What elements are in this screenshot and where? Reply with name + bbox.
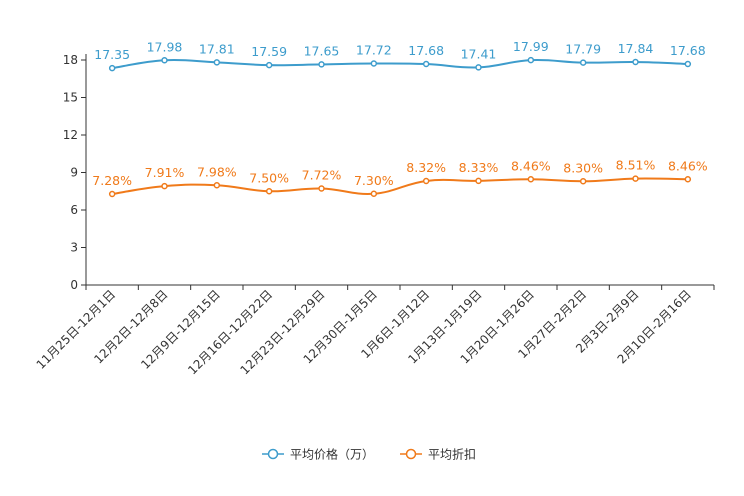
y-tick-label: 15 [63,91,78,105]
data-point [370,190,378,197]
data-point [579,178,587,185]
y-tick-label: 0 [70,278,78,292]
data-point [265,61,273,69]
data-label: 17.68 [670,43,706,58]
data-point [318,185,325,192]
data-label: 17.65 [304,43,340,58]
data-point [684,176,692,183]
legend-label: 平均折扣 [428,447,476,462]
data-label: 7.91% [145,165,185,180]
y-tick-label: 18 [63,53,78,67]
series-avg-discount: 7.28% 7.91% 7.98% 7.50% 7.72% 7.30% 8.32% 8.33%… [92,158,708,198]
data-label: 17.41 [461,46,497,61]
data-point [632,58,639,66]
data-label: 7.72% [302,168,342,183]
data-label: 8.32% [406,160,446,175]
data-label: 17.79 [565,42,601,57]
legend-item-avg-discount[interactable]: 平均折扣 [400,447,476,462]
y-tick-label: 6 [70,203,78,217]
data-label: 8.51% [616,158,656,173]
data-point [527,176,535,183]
data-label: 17.68 [408,43,444,58]
series-layer: 17.35 17.98 17.81 17.59 17.65 17.72 17.68 17.41… [92,39,708,198]
data-label: 17.35 [94,47,130,62]
data-label: 17.59 [251,44,287,59]
data-point [265,188,273,195]
data-label: 7.30% [354,173,394,188]
data-label: 8.30% [563,160,603,175]
y-tick-label: 9 [70,166,78,180]
legend-label: 平均价格（万） [290,447,374,462]
data-label: 17.72 [356,43,392,58]
series-line [112,58,688,70]
series-avg-price: 17.35 17.98 17.81 17.59 17.65 17.72 17.68 17.41… [94,39,706,72]
data-point [527,56,535,64]
data-point [422,60,430,68]
data-point [370,60,378,67]
data-label: 17.81 [199,41,235,56]
data-label: 17.99 [513,39,549,54]
data-point [161,57,168,64]
axes: 036912151811月25日-12月1日12月2日-12月8日12月9日-1… [34,53,715,377]
data-label: 7.98% [197,164,237,179]
y-tick-label: 3 [70,241,78,255]
data-point [213,59,221,66]
data-point [161,182,168,190]
data-point [632,175,639,182]
data-label: 8.46% [511,158,551,173]
data-point [108,190,116,198]
series-line [112,177,688,195]
data-point [475,64,482,71]
data-label: 8.46% [668,158,708,173]
data-point [684,60,692,68]
data-point [579,59,587,66]
data-point [318,61,325,68]
data-label: 8.33% [459,160,499,175]
data-point [213,182,221,189]
data-point [108,64,116,72]
legend-item-avg-price[interactable]: 平均价格（万） [262,447,374,462]
data-point [422,177,430,185]
data-point [475,177,482,185]
legend[interactable]: 平均价格（万） 平均折扣 [262,447,476,462]
legend-marker-icon [405,448,417,460]
data-label: 17.84 [618,41,654,56]
data-label: 7.28% [92,173,132,188]
data-label: 7.50% [249,170,289,185]
legend-marker-icon [267,448,279,460]
y-tick-label: 12 [63,128,78,142]
data-label: 17.98 [147,39,183,54]
